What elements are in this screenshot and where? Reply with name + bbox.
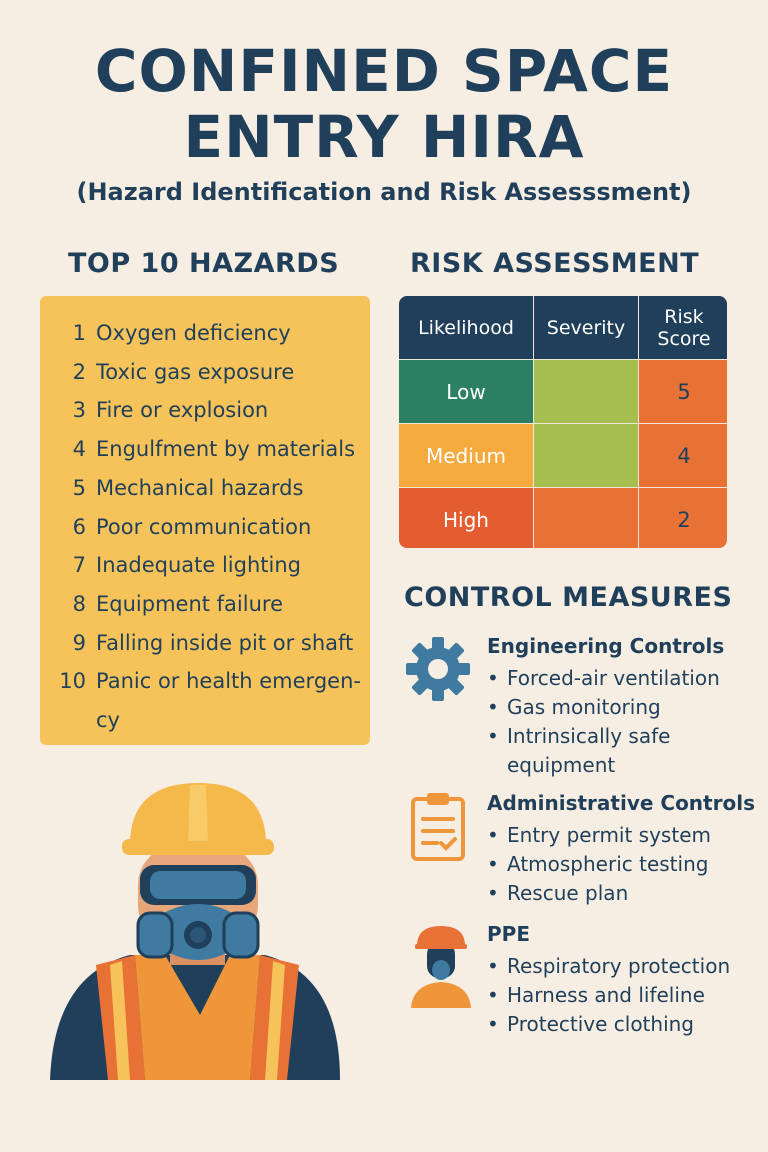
hazard-text: Panic or health emergen-cy xyxy=(96,669,361,733)
severity-cell xyxy=(534,360,638,423)
risk-score-cell: 4 xyxy=(639,424,727,487)
severity-cell xyxy=(534,488,638,548)
clipboard-icon xyxy=(411,793,465,861)
hazard-text: Falling inside pit or shaft xyxy=(96,630,354,655)
controls-heading: CONTROL MEASURES xyxy=(404,582,733,613)
bullet-list: Respiratory protection Harness and lifel… xyxy=(487,952,747,1039)
risk-score-cell: 2 xyxy=(639,488,727,548)
section-title: Administrative Controls xyxy=(487,791,755,815)
likelihood-cell: Low xyxy=(399,360,533,423)
hazard-item: 1 Oxygen deficiency xyxy=(40,314,370,353)
hazard-number: 2 xyxy=(72,359,86,384)
hazard-text: Poor communication xyxy=(96,514,312,539)
hazard-number: 4 xyxy=(72,437,86,462)
hazard-number: 8 xyxy=(72,591,86,616)
hazard-text: Equipment failure xyxy=(96,591,284,616)
title-line-1: CONFINED SPACE xyxy=(94,37,674,105)
list-item: Harness and lifeline xyxy=(487,981,747,1010)
list-item: Entry permit system xyxy=(487,821,747,850)
hazard-item: 4 Engulfment by materials xyxy=(40,430,370,469)
likelihood-cell: Medium xyxy=(399,424,533,487)
hazards-heading: TOP 10 HAZARDS xyxy=(68,248,340,279)
header-severity: Severity xyxy=(534,296,638,359)
list-item: Gas monitoring xyxy=(487,693,747,722)
risk-heading: RISK ASSESSMENT xyxy=(410,248,700,279)
header-likelihood: Likelihood xyxy=(399,296,533,359)
page-title: CONFINED SPACE ENTRY HIRA xyxy=(0,38,768,170)
risk-table: Likelihood Severity Risk Score Low 5 Mediu… xyxy=(399,296,727,548)
hazard-number: 5 xyxy=(72,475,86,500)
list-item: Forced-air ventilation xyxy=(487,664,747,693)
hazards-list: 1 Oxygen deficiency 2 Toxic gas exposure 3 Fi… xyxy=(40,296,370,745)
gear-icon xyxy=(406,637,470,701)
hazard-number: 1 xyxy=(72,321,86,345)
header-risk-score: Risk Score xyxy=(639,296,727,359)
hazard-item: 7 Inadequate lighting xyxy=(40,546,370,585)
hazard-text: Inadequate lighting xyxy=(96,553,301,578)
section-title: PPE xyxy=(487,922,530,946)
list-item: Intrinsically safe equipment xyxy=(487,722,687,780)
hazard-item: 2 Toxic gas exposure xyxy=(40,353,370,392)
hazard-number: 7 xyxy=(72,553,86,578)
likelihood-cell: High xyxy=(399,488,533,548)
hazard-item: 3 Fire or explosion xyxy=(40,391,370,430)
hazard-text: Toxic gas exposure xyxy=(96,359,295,384)
hazard-item: 8 Equipment failure xyxy=(40,585,370,624)
hazard-text: Engulfment by materials xyxy=(96,437,356,462)
subtitle: (Hazard Identification and Risk Assesssm… xyxy=(76,178,692,206)
hazard-number: 9 xyxy=(72,630,86,655)
list-item: Rescue plan xyxy=(487,879,747,908)
severity-cell xyxy=(534,424,638,487)
bullet-list: Entry permit system Atmospheric testing … xyxy=(487,821,747,908)
hazard-number: 10 xyxy=(59,669,86,694)
hazard-number: 6 xyxy=(72,514,86,539)
hazard-text: Oxygen deficiency xyxy=(96,321,291,345)
list-item: Protective clothing xyxy=(487,1010,747,1039)
engineering-controls: Engineering Controls Forced-air ventilat… xyxy=(405,634,765,784)
administrative-controls: Administrative Controls Entry permit sys… xyxy=(405,791,765,911)
hazard-item: 9 Falling inside pit or shaft xyxy=(40,624,370,663)
hazard-number: 3 xyxy=(72,398,86,423)
list-item: Atmospheric testing xyxy=(487,850,747,879)
worker-icon xyxy=(411,926,471,1008)
hazard-item: 6 Poor communication xyxy=(40,508,370,547)
title-line-2: ENTRY HIRA xyxy=(183,103,585,171)
hazard-item: 10 Panic or health emergen-cy xyxy=(40,662,370,739)
worker-illustration xyxy=(50,783,340,1080)
list-item: Respiratory protection xyxy=(487,952,747,981)
hazard-text: Fire or explosion xyxy=(96,398,269,423)
bullet-list: Forced-air ventilation Gas monitoring In… xyxy=(487,664,747,780)
risk-score-cell: 5 xyxy=(639,360,727,423)
ppe-controls: PPE Respiratory protection Harness and l… xyxy=(405,922,765,1042)
hazard-text: Mechanical hazards xyxy=(96,475,304,500)
section-title: Engineering Controls xyxy=(487,634,725,658)
hazard-item: 5 Mechanical hazards xyxy=(40,469,370,508)
